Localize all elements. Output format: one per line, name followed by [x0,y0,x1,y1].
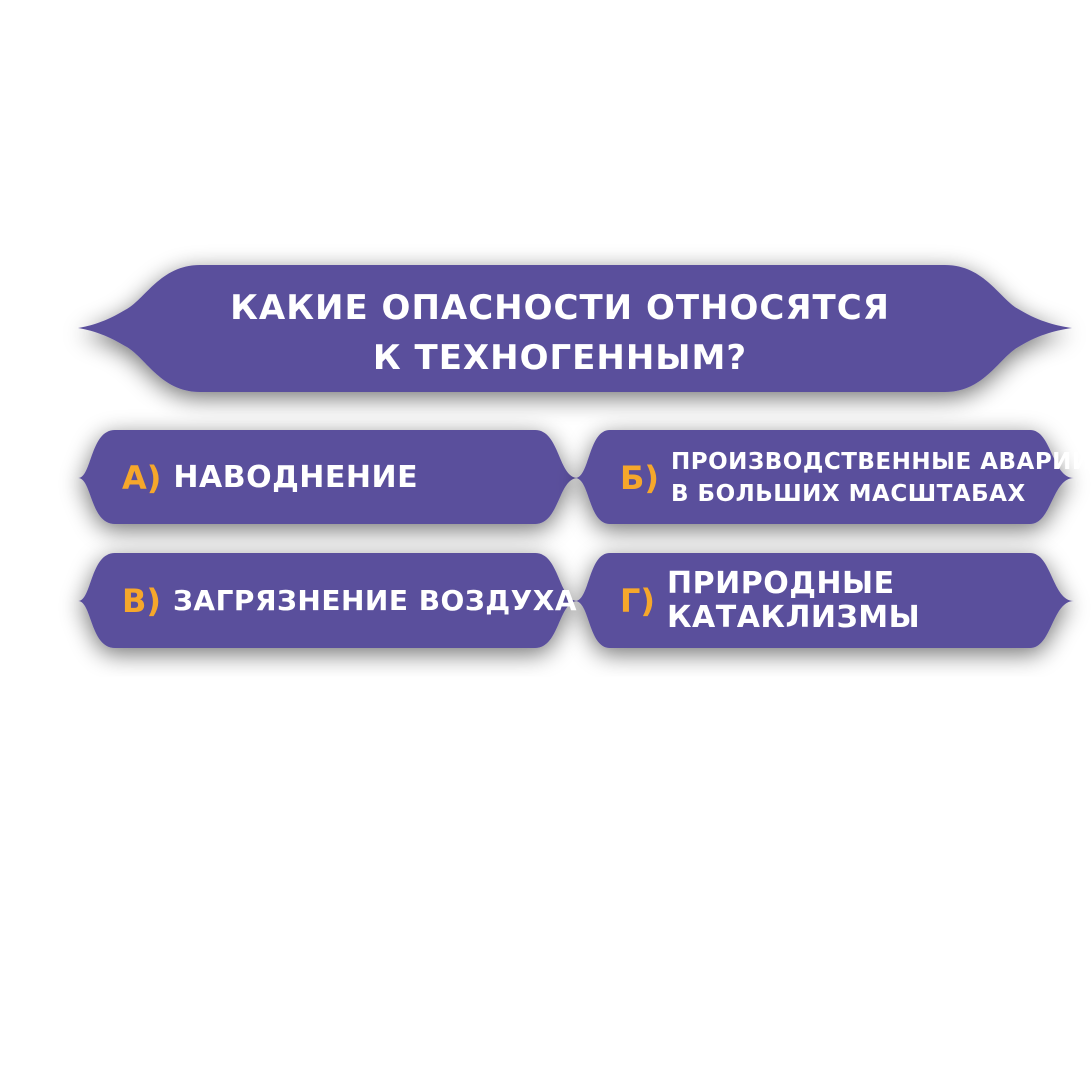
question-title: какие опасности относятся к техногенным? [200,283,920,383]
answer-a[interactable]: а) наводнение [122,430,418,526]
answer-letter: в) [122,582,162,620]
answer-label-line: в больших масштабах [671,481,1026,507]
answer-panel-c[interactable] [78,553,578,648]
answer-label: загрязнение воздуха [173,584,577,618]
answer-letter: а) [122,459,162,497]
answer-label-line: катаклизмы [667,600,921,635]
answer-panel-a[interactable] [78,430,578,524]
answer-label: природные катаклизмы [667,567,920,635]
answer-letter: б) [620,459,660,497]
answer-label-line: наводнение [173,460,419,495]
question-line-2: к техногенным? [372,338,748,378]
answer-c[interactable]: в) загрязнение воздуха [122,553,577,649]
answer-label-line: природные [667,566,895,601]
answer-label: производственные аварии в больших масшта… [671,446,1092,510]
answer-label-line: производственные аварии [671,449,1092,475]
answer-label-line: загрязнение воздуха [173,584,578,617]
answer-panel-b[interactable] [575,430,1074,524]
answer-panel-d[interactable] [575,553,1074,648]
question-banner [78,265,1072,392]
answer-letter: г) [620,582,656,620]
answer-b[interactable]: б) производственные аварии в больших мас… [620,430,1092,526]
answer-label: наводнение [173,461,418,495]
answer-d[interactable]: г) природные катаклизмы [620,553,920,649]
question-line-1: какие опасности относятся [230,288,890,328]
